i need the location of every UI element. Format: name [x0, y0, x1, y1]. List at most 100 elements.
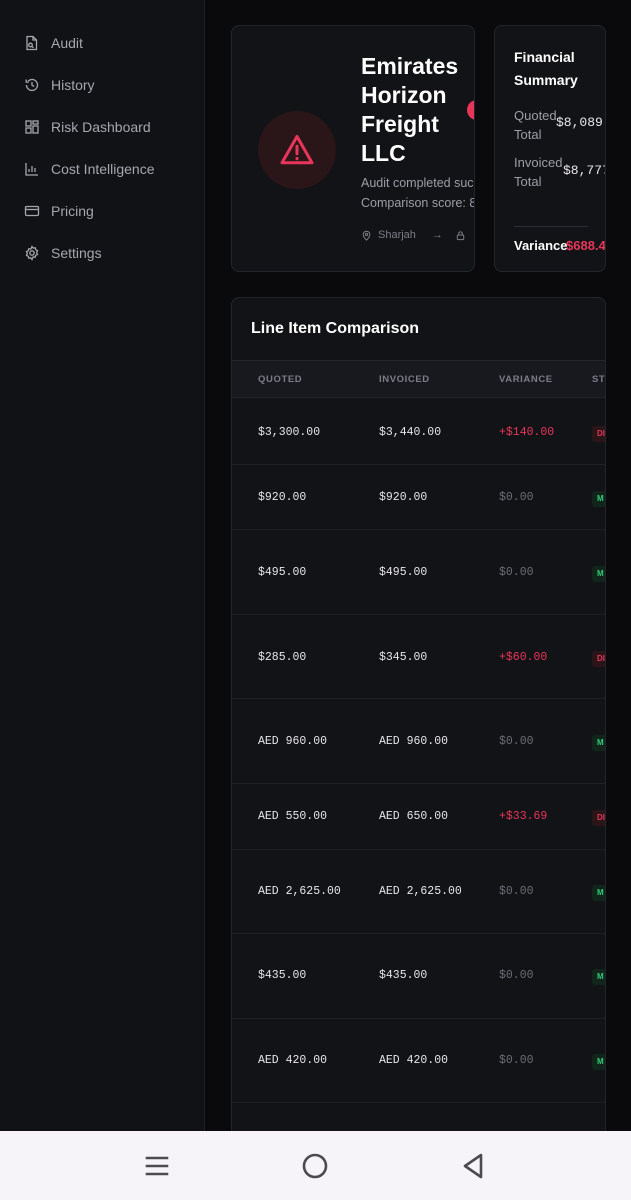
variance-cell: +$140.00: [499, 426, 555, 439]
column-header-invoiced: INVOICED: [379, 374, 430, 385]
financial-divider: [514, 226, 588, 227]
quoted-cell: AED 2,625.00: [258, 885, 341, 898]
sidebar-item-label: Pricing: [51, 203, 94, 219]
quoted-cell: AED 420.00: [258, 1054, 328, 1067]
document-search-icon: [26, 35, 38, 51]
route-arrow: →: [431, 229, 443, 241]
sidebar-item-settings[interactable]: Settings: [24, 242, 102, 264]
quoted-cell: AED 550.00: [258, 810, 328, 823]
bar-chart-icon: [25, 163, 38, 176]
status-badge: M: [592, 1054, 605, 1070]
variance-cell: $0.00: [499, 969, 534, 982]
app-window: Audit History Risk Dashboard Cost Intell…: [0, 0, 631, 1131]
quoted-cell: $285.00: [258, 651, 307, 664]
sidebar-item-label: Audit: [51, 35, 83, 51]
table-row[interactable]: AED 550.00 AED 650.00 +$33.69 DI: [232, 784, 605, 850]
invoiced-cell: AED 650.00: [379, 810, 449, 823]
status-badge: DI: [592, 651, 605, 667]
vendor-name: Emirates Horizon Freight LLC: [361, 53, 459, 166]
invoiced-cell: $495.00: [379, 566, 428, 579]
status-badge: M: [592, 491, 605, 507]
table-row[interactable]: AED 960.00 AED 960.00 $0.00 M: [232, 699, 605, 784]
column-header-quoted: QUOTED: [258, 374, 303, 385]
credit-card-icon: [24, 205, 40, 217]
origin-city: Sharjah: [378, 229, 416, 241]
status-badge: M: [592, 885, 605, 901]
sidebar-item-label: Settings: [51, 245, 102, 261]
variance-cell: $0.00: [499, 885, 534, 898]
comparison-score-text: Comparison score: 8: [361, 196, 475, 210]
variance-label: Variance: [514, 238, 568, 253]
home-button[interactable]: [300, 1151, 330, 1181]
status-badge: M: [592, 566, 605, 582]
sidebar-item-audit[interactable]: Audit: [24, 32, 83, 54]
table-row[interactable]: $920.00 $920.00 $0.00 M: [232, 465, 605, 530]
table-row[interactable]: $495.00 $495.00 $0.00 M: [232, 530, 605, 615]
home-icon: [302, 1153, 328, 1179]
status-badge: DI: [592, 426, 605, 442]
vendor-card: Emirates Horizon Freight LLC Audit compl…: [231, 25, 475, 272]
sidebar-item-risk-dashboard[interactable]: Risk Dashboard: [24, 116, 151, 138]
back-icon: [463, 1153, 483, 1179]
variance-cell: $0.00: [499, 735, 534, 748]
invoiced-cell: AED 420.00: [379, 1054, 449, 1067]
invoiced-total-value: $8,777: [563, 163, 606, 178]
invoiced-cell: AED 960.00: [379, 735, 449, 748]
column-header-status: STA: [592, 374, 605, 385]
table-row[interactable]: AED 420.00 AED 420.00 $0.00 M: [232, 1019, 605, 1103]
menu-button[interactable]: [142, 1151, 172, 1181]
gear-icon: [25, 245, 39, 261]
status-badge: M: [592, 735, 605, 751]
quoted-total-value: $8,089.: [556, 115, 606, 130]
invoiced-cell: AED 2,625.00: [379, 885, 462, 898]
sidebar-item-pricing[interactable]: Pricing: [24, 200, 94, 222]
table-header: QUOTED INVOICED VARIANCE STA: [232, 360, 605, 398]
table-row[interactable]: $435.00 $435.00 $0.00 M: [232, 934, 605, 1019]
quoted-total-label: Quoted Total: [514, 108, 557, 142]
quoted-cell: $920.00: [258, 491, 307, 504]
status-badge: DI: [592, 810, 605, 826]
invoiced-cell: $3,440.00: [379, 426, 442, 439]
table-row[interactable]: $285.00 $345.00 +$60.00 DI: [232, 615, 605, 699]
financial-summary-card: Financial Summary Quoted Total $8,089. I…: [494, 25, 606, 272]
variance-cell: $0.00: [499, 566, 534, 579]
variance-cell: +$33.69: [499, 810, 548, 823]
quoted-cell: AED 960.00: [258, 735, 328, 748]
quoted-cell: $495.00: [258, 566, 307, 579]
sidebar-item-label: Cost Intelligence: [51, 161, 155, 177]
variance-value: $688.4: [566, 238, 606, 253]
location-pin-icon: [362, 230, 371, 241]
quoted-cell: $3,300.00: [258, 426, 321, 439]
table-title: Line Item Comparison: [251, 320, 420, 337]
route-row: Sharjah →: [361, 229, 472, 241]
invoiced-cell: $345.00: [379, 651, 428, 664]
status-dot: [467, 100, 474, 120]
back-button[interactable]: [458, 1151, 488, 1181]
line-item-comparison-card: Line Item Comparison QUOTED INVOICED VAR…: [231, 297, 606, 1131]
system-navigation-bar: [0, 1131, 631, 1200]
invoiced-cell: $920.00: [379, 491, 428, 504]
destination-lock-icon: [456, 230, 465, 240]
variance-cell: $0.00: [499, 491, 534, 504]
financial-summary-title: Financial Summary: [514, 49, 578, 88]
alert-triangle-icon: [280, 135, 314, 165]
sidebar-item-label: History: [51, 77, 95, 93]
column-header-variance: VARIANCE: [499, 374, 553, 385]
quoted-cell: $435.00: [258, 969, 307, 982]
sidebar: Audit History Risk Dashboard Cost Intell…: [0, 0, 205, 1131]
invoiced-total-label: Invoiced Total: [514, 155, 563, 189]
variance-cell: +$60.00: [499, 651, 548, 664]
sidebar-item-history[interactable]: History: [24, 74, 95, 96]
table-row[interactable]: $3,300.00 $3,440.00 +$140.00 DI: [232, 399, 605, 465]
sidebar-item-label: Risk Dashboard: [51, 119, 151, 135]
alert-badge: [258, 111, 336, 189]
status-badge: M: [592, 969, 605, 985]
main-content: Emirates Horizon Freight LLC Audit compl…: [206, 0, 631, 1131]
audit-status-text: Audit completed suc: [361, 176, 474, 190]
sidebar-item-cost-intelligence[interactable]: Cost Intelligence: [24, 158, 155, 180]
invoiced-cell: $435.00: [379, 969, 428, 982]
menu-icon: [145, 1156, 169, 1176]
variance-cell: $0.00: [499, 1054, 534, 1067]
table-row[interactable]: AED 2,625.00 AED 2,625.00 $0.00 M: [232, 850, 605, 934]
history-icon: [25, 78, 39, 92]
